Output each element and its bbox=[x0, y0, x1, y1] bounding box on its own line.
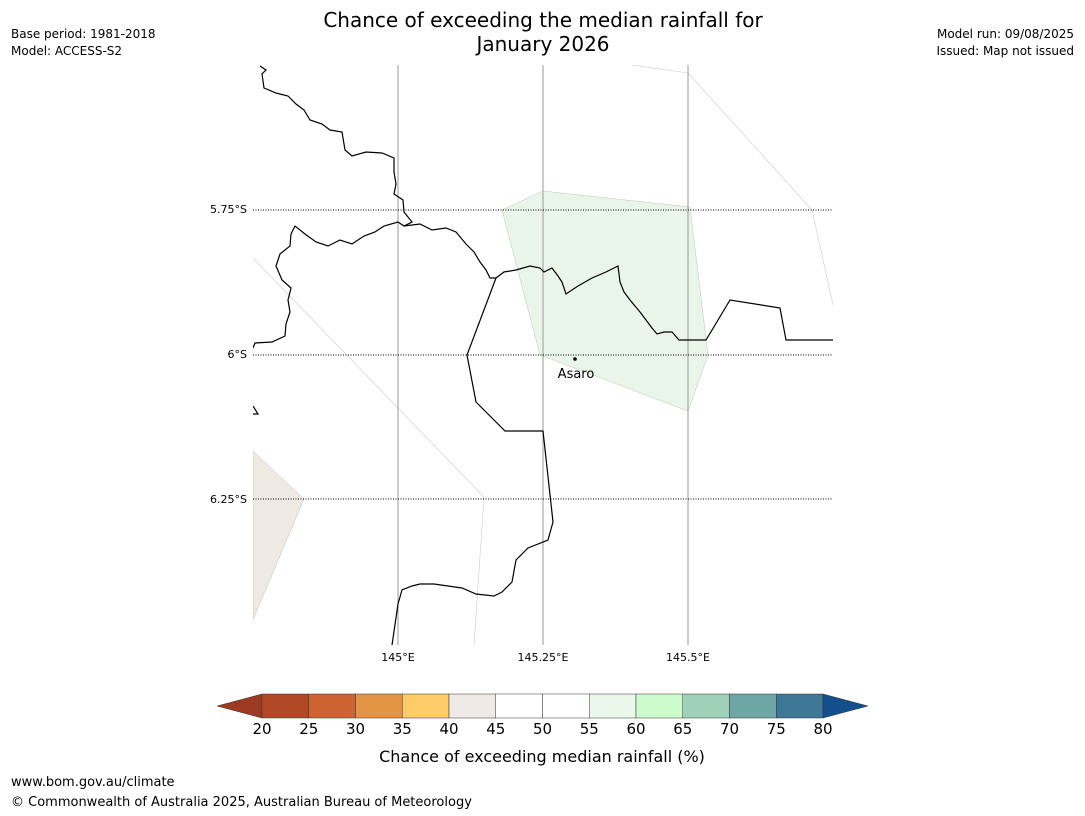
title-line-2: January 2026 bbox=[476, 32, 610, 56]
colorbar-cell bbox=[682, 693, 730, 719]
lat-label-625: 6.25°S bbox=[210, 493, 247, 506]
lon-label-14525: 145.25°E bbox=[518, 651, 569, 664]
latitude-labels: 5.75°S 6°S 6.25°S bbox=[210, 203, 247, 506]
colorbar-tick-label: 30 bbox=[346, 720, 365, 738]
colorbar-cell bbox=[308, 693, 356, 719]
title-line-1: Chance of exceeding the median rainfall … bbox=[323, 8, 763, 32]
colorbar-cell bbox=[729, 693, 777, 719]
colorbar: 20 25 30 35 40 45 50 55 60 65 70 75 80 Chance of exc… bbox=[216, 693, 869, 766]
footer-copyright: © Commonwealth of Australia 2025, Austra… bbox=[11, 795, 472, 810]
faint-contour-lines bbox=[253, 65, 833, 645]
asaro-label: Asaro bbox=[558, 367, 595, 382]
colorbar-tick-label: 40 bbox=[439, 720, 458, 738]
map-area: Asaro bbox=[253, 65, 833, 645]
colorbar-cell bbox=[635, 693, 683, 719]
asaro-marker bbox=[573, 357, 577, 361]
model-run-text: Model run: 09/08/2025 bbox=[936, 27, 1074, 41]
colorbar-tick-label: 80 bbox=[813, 720, 832, 738]
base-period-text: Base period: 1981-2018 bbox=[11, 27, 156, 41]
boundary-lines bbox=[253, 65, 833, 645]
colorbar-tick-label: 70 bbox=[720, 720, 739, 738]
colorbar-cell bbox=[776, 693, 824, 719]
issued-text: Issued: Map not issued bbox=[936, 44, 1074, 58]
colorbar-cell bbox=[355, 693, 403, 719]
colorbar-tick-label: 25 bbox=[299, 720, 318, 738]
colorbar-tick-label: 45 bbox=[486, 720, 505, 738]
colorbar-tick-label: 55 bbox=[580, 720, 599, 738]
colorbar-tick-label: 35 bbox=[393, 720, 412, 738]
map-title: Chance of exceeding the median rainfall … bbox=[243, 8, 843, 56]
colorbar-title: Chance of exceeding median rainfall (%) bbox=[379, 747, 705, 766]
colorbar-tick-label: 50 bbox=[533, 720, 552, 738]
latitude-gridlines bbox=[253, 209, 833, 500]
green-probability-region bbox=[501, 190, 709, 412]
colorbar-cell bbox=[542, 693, 590, 719]
model-text: Model: ACCESS-S2 bbox=[11, 44, 123, 58]
colorbar-ticks: 20 25 30 35 40 45 50 55 60 65 70 75 80 bbox=[252, 720, 832, 738]
lon-label-14500: 145°E bbox=[381, 651, 414, 664]
footer-url: www.bom.gov.au/climate bbox=[11, 775, 175, 790]
metadata-right: Model run: 09/08/2025 Issued: Map not is… bbox=[936, 26, 1074, 60]
lat-label-600: 6°S bbox=[228, 348, 247, 361]
colorbar-cell bbox=[402, 693, 450, 719]
colorbar-tick-label: 65 bbox=[673, 720, 692, 738]
colorbar-cells bbox=[261, 693, 824, 719]
colorbar-cell bbox=[261, 693, 309, 719]
colorbar-cell bbox=[589, 693, 637, 719]
colorbar-tick-label: 60 bbox=[626, 720, 645, 738]
colorbar-tick-label: 75 bbox=[767, 720, 786, 738]
colorbar-cell bbox=[495, 693, 543, 719]
longitude-labels: 145°E 145.25°E 145.5°E bbox=[381, 651, 710, 664]
colorbar-over-arrow bbox=[822, 693, 869, 719]
metadata-left: Base period: 1981-2018 Model: ACCESS-S2 bbox=[11, 26, 156, 60]
colorbar-under-arrow bbox=[216, 693, 263, 719]
lon-label-14550: 145.5°E bbox=[666, 651, 710, 664]
beige-probability-region bbox=[253, 450, 305, 621]
colorbar-tick-label: 20 bbox=[252, 720, 271, 738]
colorbar-cell bbox=[448, 693, 496, 719]
lat-label-575: 5.75°S bbox=[210, 203, 247, 216]
